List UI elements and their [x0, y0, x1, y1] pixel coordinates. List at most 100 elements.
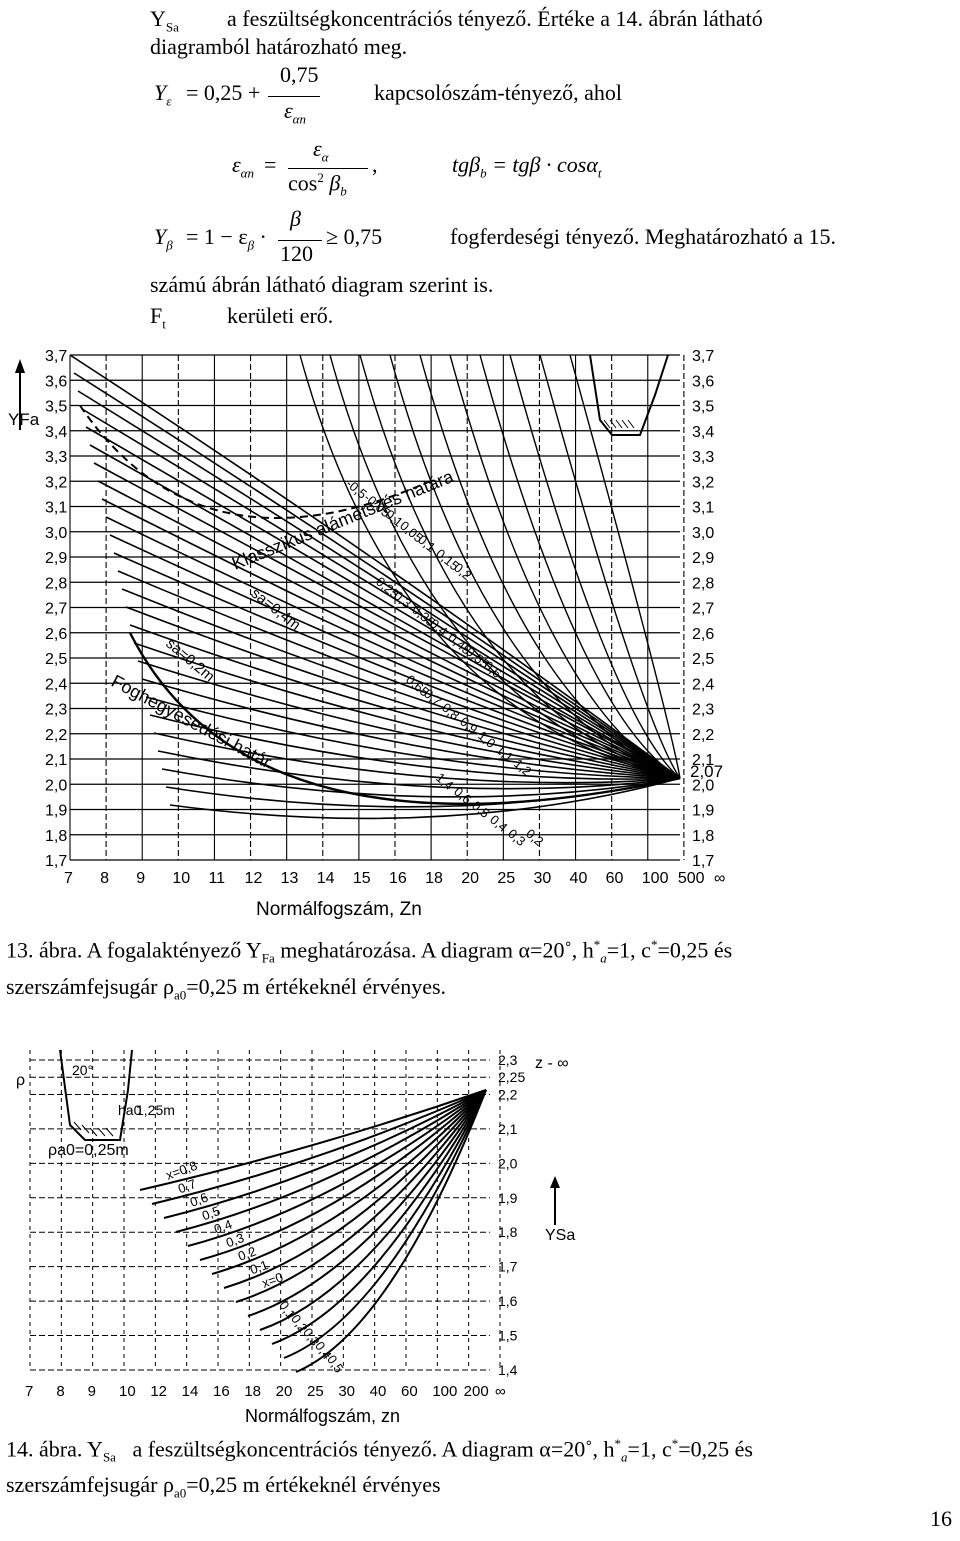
fig13-left-tick: 2,6 [45, 626, 67, 643]
fig13-caption-rest3: =0,25 és [657, 937, 733, 963]
fig13-left-tick: 2,9 [45, 550, 67, 567]
fig13-left-tick: 3,4 [45, 424, 67, 441]
fig14-y-axis-label: YSa [545, 1227, 575, 1244]
fig14-curve [175, 1089, 487, 1233]
fig14-right-tick: 2,2 [498, 1086, 518, 1102]
fig13-x-tick: 30 [533, 870, 551, 887]
fig14-curve [199, 1089, 487, 1261]
fig13-steep-curve [419, 354, 681, 779]
fig13-right-tick: 3,5 [692, 399, 714, 416]
fig13-left-ticks: 3,7 3,6 3,5 3,4 3,3 3,2 3,1 3,0 2,9 2,8 2,7 2,6 2,5 2… [45, 348, 67, 870]
fig13-steep-curve [329, 354, 681, 779]
fig13-right-tick: 2,3 [692, 702, 714, 719]
fig14-caption-rest2: =1, c [627, 1436, 672, 1462]
fig13-fan-curve [109, 534, 681, 779]
fig14-tool-angle: 20° [72, 1062, 93, 1078]
fig13-right-tick: 3,0 [692, 525, 714, 542]
fig14-x-tick: 8 [56, 1383, 64, 1400]
fig13-right-tick: 3,6 [692, 373, 714, 390]
fig13-fan-curve [117, 570, 681, 780]
ybeta-rhs-sub: β [247, 237, 255, 253]
fig13-x-tick: 20 [461, 870, 479, 887]
fig13-right-tick: 3,3 [692, 449, 714, 466]
fig13-left-tick: 1,8 [45, 828, 67, 845]
fig13-fan-curve [73, 372, 681, 779]
tg-rhs-sub: t [597, 165, 602, 181]
fig14-y-arrow-head [550, 1176, 560, 1188]
fig13-caption-rest: meghatározása. A diagram α=20˚, h [274, 937, 594, 963]
fig13-right-tick: 3,4 [692, 424, 714, 441]
fig14-curve [151, 1089, 487, 1205]
fig13-left-tick: 3,0 [45, 525, 67, 542]
fig13-right-tick: 2,2 [692, 727, 714, 744]
fig13-x-tick: 8 [100, 870, 109, 887]
fig14-right-tick: 2,1 [498, 1121, 518, 1137]
fig13-left-tick: 3,2 [45, 474, 67, 491]
fig14-x-value-label: 0,1 [248, 1257, 270, 1277]
fig14-curve [223, 1089, 487, 1289]
fig14-x-ticks: 7 8 9 10 12 14 16 18 20 25 30 40 60 100 200 ∞ [25, 1383, 506, 1400]
fig13-fan-curve [121, 588, 681, 780]
fig14-x-value-label: 0,5 [200, 1203, 222, 1223]
fig13-caption-line2: szerszámfejsugár ρa0=0,25 m értékeknél é… [6, 974, 446, 1003]
fig14-x-tick: 40 [370, 1383, 387, 1400]
fig13-fan-curve [97, 480, 681, 779]
epsan-lhs: ε [232, 152, 241, 177]
figure-13-diagram: 3,7 3,6 3,5 3,4 3,3 3,2 3,1 3,0 2,9 2,8 2,7 2,6 2,5 2… [8, 348, 725, 920]
fig13-curve-label: sa=0,4m [248, 585, 304, 634]
ft-sub: t [162, 316, 166, 332]
fig14-curves [139, 1089, 487, 1373]
fig14-x-tick: 12 [150, 1383, 167, 1400]
fig14-tool-profile [59, 1049, 133, 1141]
page-number: 16 [930, 1506, 952, 1531]
fig14-right-tick: 1,8 [498, 1224, 518, 1240]
fig14-right-tick: 2,25 [498, 1069, 525, 1085]
fig13-fan-curve [141, 678, 681, 780]
fig14-x-tick: 7 [25, 1383, 33, 1400]
epsan-cos-sup: 2 [317, 170, 324, 185]
fig14-x-value-label: 0,7 [176, 1176, 198, 1196]
ft-symbol: F [150, 303, 163, 328]
fig14-x-tick: 200 [464, 1383, 489, 1400]
fig13-right-tick: 3,7 [692, 348, 714, 365]
fig14-x-tick: 9 [88, 1383, 96, 1400]
fig14-caption-line2-rest: =0,25 m értékeknél érvényes [186, 1472, 441, 1497]
fig14-caption-text: 14. ábra. Y [6, 1436, 103, 1462]
fig13-x-tick: 100 [642, 870, 669, 887]
fig13-left-tick: 2,5 [45, 651, 67, 668]
fig13-fan-curve [153, 732, 681, 784]
epsan-numerator-sub: α [321, 149, 329, 165]
fig14-x-tick: 30 [338, 1383, 355, 1400]
fig14-x-tick: 20 [276, 1383, 293, 1400]
fig13-caption-line2-sub: a0 [173, 987, 187, 1003]
fig13-steep-curve [569, 354, 681, 779]
ybeta-dot: · [259, 224, 267, 249]
ysa-symbol: Y [150, 6, 166, 31]
fig14-x-tick: 10 [119, 1383, 136, 1400]
epsan-fraction-line [288, 168, 368, 169]
fig14-tool-ha0: ha0 [118, 1102, 142, 1118]
fig13-right-tick: 2,1 [692, 752, 714, 769]
fig13-x-value-label: 1,4 [433, 770, 456, 793]
yeps-numerator: 0,75 [280, 62, 319, 87]
fig13-right-tick: 1,9 [692, 803, 714, 820]
fig14-x-tick: ∞ [495, 1383, 506, 1400]
fig14-z-label: z - ∞ [535, 1055, 569, 1072]
fig13-left-tick: 3,7 [45, 348, 67, 365]
fig13-steep-curve [479, 354, 681, 779]
fig14-x-tick: 14 [182, 1383, 199, 1400]
ft-description: kerületi erő. [227, 303, 334, 328]
fig14-tool-hatch [73, 1121, 114, 1137]
fig14-x-tick: 16 [213, 1383, 230, 1400]
fig13-x-tick: 500 [678, 870, 705, 887]
yeps-denominator-sub: αn [292, 111, 306, 127]
fig13-x-tick: 15 [353, 870, 371, 887]
fig13-x-tick: 16 [389, 870, 407, 887]
fig13-pole-value: 2,07 [690, 762, 723, 781]
ybeta-lhs-sub: β [166, 237, 173, 253]
fig14-curve [235, 1089, 487, 1303]
fig14-caption-ha-sup: * [614, 1436, 622, 1451]
figure-14-diagram: 2,32,252,2 2,1 2,0 1,9 1,8 1,7 1,6 1,5 1,4 7 8 9 10… [16, 1049, 575, 1426]
fig13-fan-curve [129, 624, 681, 780]
fig13-x-ticks: 7 8 9 10 11 12 13 14 15 16 18 20 25 30 40 60 100 500 ∞ [64, 870, 725, 887]
